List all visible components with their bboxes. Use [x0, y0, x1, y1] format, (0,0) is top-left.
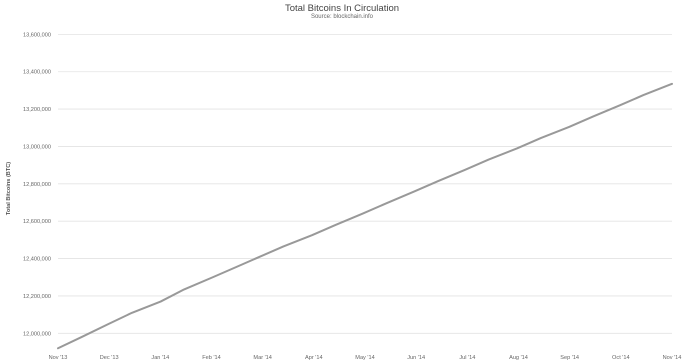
x-tick-label: Apr '14: [305, 355, 323, 361]
x-tick-label: Jul '14: [459, 355, 475, 361]
y-tick-label: 13,200,000: [23, 107, 51, 113]
y-tick-label: 12,800,000: [23, 182, 51, 188]
x-tick-label: Feb '14: [202, 355, 220, 361]
x-tick-label: May '14: [355, 355, 374, 361]
series-line-0: [57, 82, 673, 350]
x-tick-label: Jan '14: [151, 355, 169, 361]
x-axis-ticks: Nov '13 Dec '13 Jan '14 Feb '14 Mar '14 Apr '…: [49, 355, 682, 361]
x-tick-label: Nov '14: [663, 355, 682, 361]
x-tick-label: Jun '14: [407, 355, 425, 361]
x-tick-label: Nov '13: [49, 355, 68, 361]
x-tick-label: Oct '14: [612, 355, 630, 361]
x-tick-label: Mar '14: [253, 355, 271, 361]
y-tick-label: 13,400,000: [23, 70, 51, 76]
y-tick-label: 12,200,000: [23, 294, 51, 300]
chart-subtitle: Source: blockchain.info: [311, 14, 374, 20]
y-tick-label: 12,000,000: [23, 331, 51, 337]
grid-lines: [58, 33, 672, 334]
x-tick-label: Aug '14: [509, 355, 528, 361]
y-axis-ticks: 12,000,000 12,200,000 12,400,000 12,600,000…: [23, 32, 51, 337]
y-tick-label: 12,600,000: [23, 219, 51, 225]
y-tick-label: 13,600,000: [23, 32, 51, 38]
y-axis-label: Total Bitcoins (BTC): [6, 162, 12, 215]
series-group: [57, 82, 673, 350]
x-tick-label: Sep '14: [560, 355, 579, 361]
chart-title: Total Bitcoins In Circulation: [285, 3, 399, 14]
x-tick-label: Dec '13: [100, 355, 119, 361]
y-tick-label: 13,000,000: [23, 144, 51, 150]
y-tick-label: 12,400,000: [23, 257, 51, 263]
